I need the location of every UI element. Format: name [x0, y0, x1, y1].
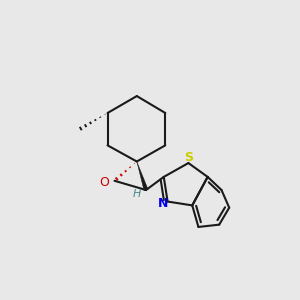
Text: O: O: [100, 176, 110, 189]
Polygon shape: [137, 161, 148, 191]
Text: S: S: [184, 151, 193, 164]
Text: N: N: [158, 196, 168, 210]
Text: H: H: [133, 189, 141, 199]
